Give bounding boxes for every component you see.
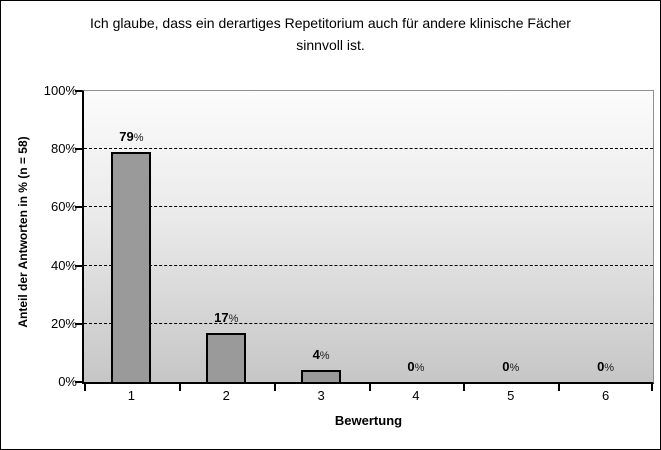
bar-value-label: 79% <box>103 129 159 146</box>
gridline-80 <box>84 148 653 150</box>
bar-value-number: 4 <box>312 347 320 363</box>
x-tick-mark <box>178 384 181 391</box>
bar-category-2 <box>206 332 247 382</box>
y-axis-title: Anteil der Antworten in % (n = 58) <box>16 136 30 328</box>
x-tick-label: 2 <box>222 388 230 403</box>
bar-value-percent-sign: % <box>509 362 520 374</box>
y-tick-mark <box>75 206 82 209</box>
bar-value-percent-sign: % <box>414 362 425 374</box>
bar-value-percent-sign: % <box>319 350 330 363</box>
y-tick-mark <box>75 90 82 92</box>
bar-value-label: 0% <box>578 359 634 376</box>
gridline-20 <box>84 322 653 324</box>
gridline-40 <box>84 264 653 266</box>
x-tick-label: 6 <box>601 388 610 403</box>
bar-category-3 <box>301 370 342 382</box>
x-tick-mark <box>368 384 371 391</box>
gridline-60 <box>84 206 653 208</box>
bar-value-percent-sign: % <box>228 312 239 325</box>
bar-value-label: 4% <box>293 347 349 364</box>
y-tick-label: 80% <box>50 141 77 157</box>
y-tick-label: 60% <box>50 199 77 215</box>
bar-value-number: 79 <box>119 129 134 145</box>
bar-value-number: 0 <box>502 359 510 374</box>
y-tick-mark <box>75 148 82 151</box>
x-tick-label: 5 <box>507 388 515 403</box>
x-tick-label: 4 <box>412 388 420 403</box>
bar-value-percent-sign: % <box>133 132 144 145</box>
bar-value-label: 17% <box>198 310 254 327</box>
y-tick-mark <box>75 381 82 383</box>
x-tick-mark <box>463 384 466 391</box>
bar-value-label: 0% <box>388 359 444 376</box>
y-tick-label: 20% <box>50 315 77 331</box>
x-tick-mark <box>84 384 86 391</box>
x-tick-mark <box>651 384 653 391</box>
bar-value-percent-sign: % <box>604 362 615 374</box>
plot-inner: 79% 17% 4% 0% 0% 0% <box>75 90 653 391</box>
bar-value-number: 0 <box>407 359 415 374</box>
x-tick-label: 3 <box>317 388 325 403</box>
x-tick-label: 1 <box>127 388 136 403</box>
bar-value-label: 0% <box>483 359 539 376</box>
x-axis-labels: 1 2 3 4 5 6 <box>84 388 653 404</box>
y-tick-label: 100% <box>43 83 77 98</box>
bar-value-number: 0 <box>597 359 605 374</box>
y-tick-mark <box>75 322 82 325</box>
plot-area: 79% 17% 4% 0% 0% 0% <box>75 90 654 391</box>
y-tick-label: 40% <box>50 257 77 273</box>
x-tick-mark <box>273 384 276 391</box>
bar-value-number: 17 <box>214 309 229 325</box>
chart-title: Ich glaube, dass ein derartiges Repetito… <box>90 15 571 53</box>
bar-category-1 <box>111 152 152 382</box>
x-axis-title: Bewertung <box>334 413 403 428</box>
x-tick-mark <box>558 384 561 391</box>
y-tick-label: 0% <box>58 374 77 389</box>
y-tick-mark <box>75 264 82 267</box>
